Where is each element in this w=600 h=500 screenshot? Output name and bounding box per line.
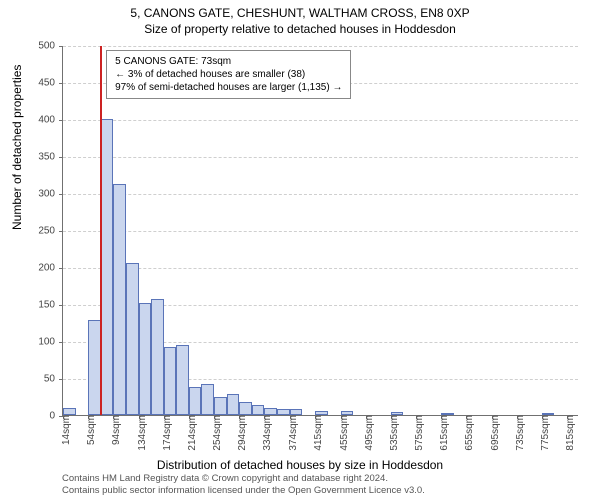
xtick-label: 575sqm	[414, 415, 425, 451]
ytick-label: 350	[38, 152, 63, 163]
xtick-label: 535sqm	[389, 415, 400, 451]
gridline	[63, 194, 578, 195]
gridline	[63, 120, 578, 121]
chart: 05010015020025030035040045050014sqm54sqm…	[62, 46, 578, 416]
footer-line-1: Contains HM Land Registry data © Crown c…	[62, 473, 425, 484]
ytick-label: 100	[38, 337, 63, 348]
ytick-label: 500	[38, 41, 63, 52]
ytick-label: 300	[38, 189, 63, 200]
xtick-label: 294sqm	[237, 415, 248, 451]
xtick-label: 94sqm	[111, 415, 122, 445]
xtick-label: 775sqm	[540, 415, 551, 451]
histogram-bar	[151, 299, 164, 415]
histogram-bar	[239, 402, 252, 415]
histogram-bar	[201, 384, 214, 415]
gridline	[63, 46, 578, 47]
property-marker-line	[100, 46, 102, 415]
ytick-label: 200	[38, 263, 63, 274]
ytick-label: 250	[38, 226, 63, 237]
xtick-label: 495sqm	[364, 415, 375, 451]
xtick-label: 174sqm	[162, 415, 173, 451]
histogram-bar	[164, 347, 177, 415]
xtick-label: 415sqm	[313, 415, 324, 451]
histogram-bar	[88, 320, 101, 415]
histogram-bar	[189, 387, 202, 415]
gridline	[63, 268, 578, 269]
xtick-label: 695sqm	[490, 415, 501, 451]
plot-area: 05010015020025030035040045050014sqm54sqm…	[62, 46, 578, 416]
histogram-bar	[101, 119, 114, 415]
xtick-label: 54sqm	[86, 415, 97, 445]
histogram-bar	[214, 397, 227, 416]
histogram-bar	[126, 263, 139, 415]
ytick-label: 400	[38, 115, 63, 126]
footer-attribution: Contains HM Land Registry data © Crown c…	[62, 473, 425, 496]
xtick-label: 655sqm	[464, 415, 475, 451]
xtick-label: 735sqm	[515, 415, 526, 451]
xtick-label: 214sqm	[187, 415, 198, 451]
xtick-label: 14sqm	[61, 415, 72, 445]
y-axis-label: Number of detached properties	[10, 65, 24, 230]
ytick-label: 50	[44, 374, 63, 385]
xtick-label: 134sqm	[137, 415, 148, 451]
xtick-label: 254sqm	[212, 415, 223, 451]
info-line-2: ← 3% of detached houses are smaller (38)	[115, 68, 342, 81]
xtick-label: 374sqm	[288, 415, 299, 451]
page-subtitle: Size of property relative to detached ho…	[0, 20, 600, 36]
info-line-3: 97% of semi-detached houses are larger (…	[115, 81, 342, 94]
xtick-label: 815sqm	[565, 415, 576, 451]
gridline	[63, 231, 578, 232]
gridline	[63, 157, 578, 158]
histogram-bar	[264, 408, 277, 415]
property-info-box: 5 CANONS GATE: 73sqm← 3% of detached hou…	[106, 50, 351, 99]
histogram-bar	[176, 345, 189, 415]
footer-line-2: Contains public sector information licen…	[62, 485, 425, 496]
page-title: 5, CANONS GATE, CHESHUNT, WALTHAM CROSS,…	[0, 0, 600, 20]
info-line-1: 5 CANONS GATE: 73sqm	[115, 55, 342, 68]
ytick-label: 150	[38, 300, 63, 311]
xtick-label: 615sqm	[439, 415, 450, 451]
x-axis-label: Distribution of detached houses by size …	[0, 458, 600, 472]
histogram-bar	[252, 405, 265, 415]
ytick-label: 450	[38, 78, 63, 89]
xtick-label: 334sqm	[262, 415, 273, 451]
xtick-label: 455sqm	[339, 415, 350, 451]
histogram-bar	[113, 184, 126, 415]
histogram-bar	[63, 408, 76, 415]
histogram-bar	[227, 394, 240, 415]
histogram-bar	[139, 303, 152, 415]
